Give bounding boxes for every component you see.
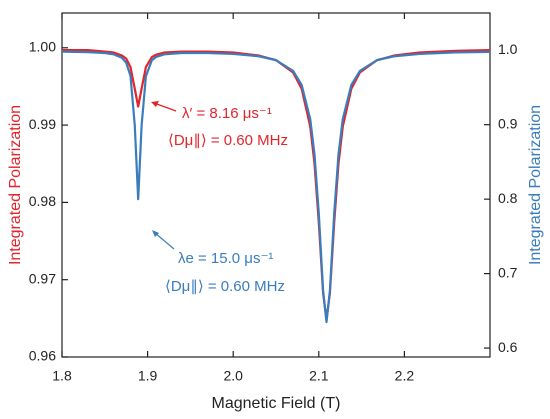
annotation: λ′ = 8.16 μs⁻¹ (182, 105, 272, 122)
y-tick-label: 0.98 (29, 193, 56, 209)
y2-axis-label: Integrated Polarization (527, 105, 544, 265)
y2-tick-label: 0.6 (498, 339, 518, 355)
arrowhead (151, 101, 159, 107)
plot-frame (61, 12, 491, 358)
y2-tick-label: 0.8 (498, 190, 518, 206)
line-series (61, 50, 491, 324)
x-tick-label: 2.0 (223, 368, 243, 384)
y2-tick-label: 1.0 (498, 41, 518, 57)
arrowhead (152, 230, 159, 237)
x-tick-label: 1.9 (138, 368, 158, 384)
annotation: ⟨Dμ∥⟩ = 0.60 MHz (165, 278, 285, 295)
y-tick-label: 1.00 (29, 38, 56, 54)
y-axis-label: Integrated Polarization (7, 105, 24, 265)
annotation: λe = 15.0 μs⁻¹ (178, 250, 273, 267)
y-tick-label: 0.97 (29, 270, 56, 286)
annotation: ⟨Dμ∥⟩ = 0.60 MHz (168, 132, 288, 149)
x-tick-label: 1.8 (52, 368, 72, 384)
y2-tick-label: 0.9 (498, 115, 518, 131)
y-tick-label: 0.96 (29, 348, 56, 364)
x-tick-label: 2.1 (309, 368, 329, 384)
annotation-arrow (154, 232, 175, 250)
annotation-arrow (153, 102, 177, 112)
x-axis-label: Magnetic Field (T) (212, 395, 341, 412)
y-tick-label: 0.99 (29, 116, 56, 132)
y2-tick-label: 0.7 (498, 264, 518, 280)
x-tick-label: 2.2 (395, 368, 415, 384)
